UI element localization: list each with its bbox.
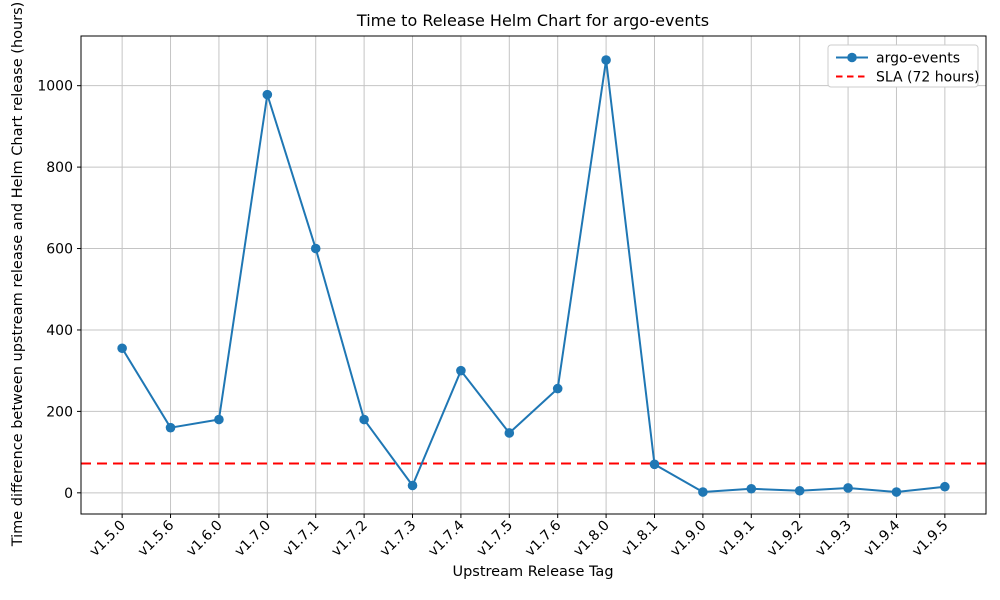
x-tick-label: v1.9.1 (716, 518, 758, 560)
data-point-marker (794, 485, 805, 496)
x-tick-label: v1.7.2 (329, 518, 371, 560)
x-tick-label: v1.5.6 (135, 517, 177, 559)
y-axis-label: Time difference between upstream release… (10, 2, 26, 548)
legend-label-series: argo-events (876, 51, 960, 67)
y-tick-label: 1000 (37, 79, 73, 95)
x-tick-label: v1.9.0 (667, 518, 709, 560)
x-tick-label: v1.6.0 (183, 518, 225, 560)
data-point-marker (214, 414, 224, 425)
x-tick-label: v1.9.4 (861, 517, 903, 559)
data-point-marker (746, 483, 757, 494)
series-line (121, 59, 945, 494)
x-tick-label: v1.8.1 (619, 518, 661, 560)
x-tick-label: v1.5.0 (87, 518, 129, 560)
data-point-marker (504, 428, 515, 438)
x-tick-label: v1.9.2 (764, 518, 806, 560)
data-point-marker (843, 483, 853, 493)
data-point-marker (456, 365, 466, 376)
y-tick-label: 200 (46, 404, 73, 420)
x-tick-label: v1.7.4 (425, 517, 467, 559)
x-tick-label: v1.9.5 (909, 518, 951, 560)
legend-box (827, 44, 979, 88)
x-tick-label: v1.9.3 (813, 518, 855, 560)
data-point-marker (698, 487, 708, 497)
y-tick-label: 600 (46, 242, 73, 258)
x-tick-label: v1.7.1 (280, 518, 322, 560)
data-point-marker (940, 481, 950, 492)
plot-border (80, 35, 987, 515)
data-point-marker (601, 55, 611, 65)
chart-title: Time to Release Helm Chart for argo-even… (356, 11, 709, 30)
x-tick-label: v1.8.0 (571, 518, 613, 560)
legend-label-sla: SLA (72 hours) (876, 70, 980, 86)
data-point-marker (117, 343, 127, 354)
x-tick-label: v1.7.6 (522, 517, 564, 559)
data-point-marker (262, 89, 273, 100)
data-point-marker (310, 243, 321, 254)
y-tick-label: 400 (46, 323, 73, 339)
x-tick-label: v1.7.5 (474, 518, 516, 560)
data-point-marker (552, 383, 563, 394)
y-tick-label: 0 (64, 486, 73, 502)
data-point-marker (649, 459, 660, 470)
data-point-marker (165, 422, 176, 433)
data-point-marker (359, 414, 369, 425)
y-tick-label: 800 (46, 160, 73, 176)
data-point-marker (891, 487, 902, 497)
legend-series-marker-sample (847, 52, 857, 63)
data-point-marker (407, 480, 418, 491)
x-axis-label: Upstream Release Tag (452, 564, 613, 580)
x-tick-label: v1.7.0 (232, 518, 274, 560)
x-tick-label: v1.7.3 (377, 518, 419, 560)
